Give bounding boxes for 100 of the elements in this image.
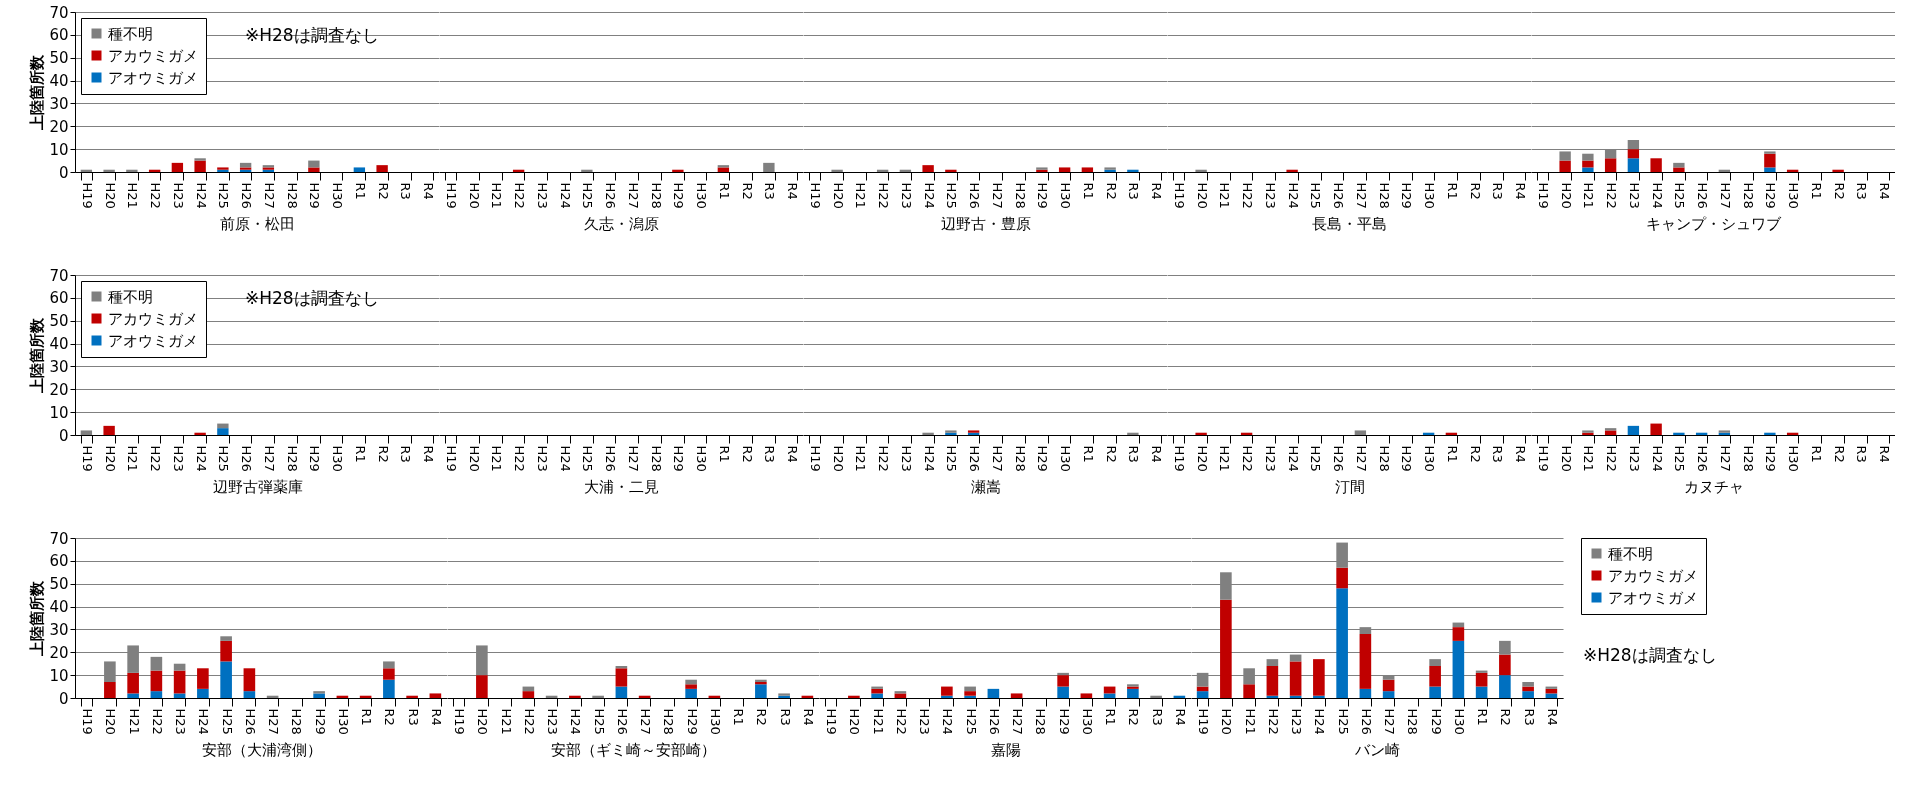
x-tick-label: H27	[625, 182, 641, 209]
x-tick-label: H25	[944, 445, 960, 472]
x-tick-label: R1	[716, 182, 732, 200]
y-tick-label: 20	[49, 117, 69, 136]
x-tick-label: H23	[170, 182, 186, 209]
legend-label: アオウミガメ	[1608, 588, 1698, 607]
x-tick-label: H30	[1786, 445, 1802, 472]
x-tick-label: H25	[1308, 182, 1324, 209]
x-tick-label: H25	[216, 182, 232, 209]
bar	[615, 686, 628, 698]
bar	[220, 661, 232, 698]
bar	[173, 670, 186, 694]
bar	[1604, 430, 1617, 435]
bar	[197, 688, 209, 698]
bar	[685, 679, 697, 685]
x-tick-label: R1	[1080, 445, 1096, 463]
x-tick-label: R2	[1126, 708, 1142, 726]
x-tick-label: H24	[1285, 182, 1301, 209]
x-tick-label: H22	[512, 182, 528, 209]
bar	[1764, 167, 1776, 172]
bar	[1313, 659, 1325, 696]
x-tick-label: H24	[1649, 182, 1665, 209]
x-tick-label: R3	[1854, 182, 1870, 200]
x-tick-label: H21	[125, 445, 141, 472]
x-tick-label: H22	[1240, 182, 1256, 209]
x-tick-label: H27	[1717, 182, 1733, 209]
x-tick-label: H24	[568, 708, 584, 735]
x-tick-label: R1	[731, 708, 747, 726]
x-tick-label: R3	[1854, 445, 1870, 463]
x-axis-title: 大浦・二見	[584, 477, 659, 496]
bar	[376, 165, 388, 172]
x-tick-label: R1	[1444, 182, 1460, 200]
x-tick-label: H27	[1717, 445, 1733, 472]
y-tick-label: 70	[49, 3, 69, 22]
x-tick-label: H30	[335, 708, 351, 735]
x-tick-label: R3	[1126, 445, 1142, 463]
y-tick-label: 0	[58, 163, 69, 182]
x-tick-label: H21	[1242, 708, 1258, 735]
bar	[243, 668, 256, 692]
x-tick-label: H25	[963, 708, 979, 735]
x-tick-label: R3	[405, 708, 421, 726]
x-tick-label: H20	[475, 708, 491, 735]
x-tick-label: H28	[1033, 708, 1049, 735]
y-tick-label: 0	[58, 426, 69, 445]
x-tick-label: H22	[148, 182, 164, 209]
x-tick-label: H23	[173, 708, 189, 735]
x-tick-label: H26	[1331, 182, 1347, 209]
bar	[1650, 423, 1662, 435]
x-tick-label: H26	[1358, 708, 1374, 735]
y-tick-label: 30	[49, 357, 69, 376]
x-tick-label: R3	[1490, 182, 1506, 200]
y-tick-label: 10	[49, 403, 69, 422]
x-tick-label: R1	[1808, 182, 1824, 200]
x-tick-label: H19	[1171, 182, 1187, 209]
bar	[1522, 686, 1534, 692]
bar	[1627, 425, 1640, 435]
bar	[581, 169, 593, 172]
x-tick-label: H27	[266, 708, 282, 735]
bar	[1475, 672, 1488, 687]
bar	[383, 679, 395, 698]
y-tick-label: 10	[49, 666, 69, 685]
x-tick-label: H29	[307, 445, 323, 472]
bar	[197, 668, 209, 689]
x-tick-label: H24	[1649, 445, 1665, 472]
x-tick-label: H24	[557, 182, 573, 209]
x-tick-label: H30	[694, 182, 710, 209]
legend-label: アオウミガメ	[108, 68, 198, 87]
x-tick-label: H29	[307, 182, 323, 209]
x-tick-label: H21	[489, 182, 505, 209]
bar	[1266, 666, 1279, 696]
x-tick-label: H30	[1451, 708, 1467, 735]
x-tick-label: R1	[716, 445, 732, 463]
bar	[987, 688, 1000, 698]
bar	[1522, 682, 1534, 687]
x-axis-title: キャンプ・シュワブ	[1646, 214, 1782, 233]
x-tick-label: H29	[1399, 445, 1415, 472]
x-tick-label: R1	[352, 182, 368, 200]
x-tick-label: H30	[330, 182, 346, 209]
x-tick-label: R3	[398, 182, 414, 200]
bar	[1673, 432, 1685, 435]
y-tick-label: 50	[49, 575, 69, 594]
x-tick-label: H23	[898, 445, 914, 472]
x-axis-title: 辺野古弾薬庫	[212, 477, 303, 496]
bar	[1103, 693, 1116, 698]
bar	[1266, 659, 1279, 666]
bar	[1057, 675, 1069, 687]
x-tick-label: R1	[1808, 445, 1824, 463]
x-tick-label: H22	[1265, 708, 1281, 735]
x-axis-title: 汀間	[1334, 477, 1365, 496]
bar	[1429, 659, 1441, 666]
bar	[1499, 654, 1511, 676]
bar	[1764, 153, 1776, 168]
x-axis-title: 前原・松田	[220, 214, 295, 233]
x-tick-label: H21	[125, 182, 141, 209]
x-tick-label: H20	[847, 708, 863, 735]
x-tick-label: H27	[1353, 445, 1369, 472]
x-tick-label: H21	[1217, 445, 1233, 472]
x-tick-label: H19	[79, 445, 95, 472]
bar	[1080, 693, 1093, 698]
bar	[1673, 162, 1685, 168]
